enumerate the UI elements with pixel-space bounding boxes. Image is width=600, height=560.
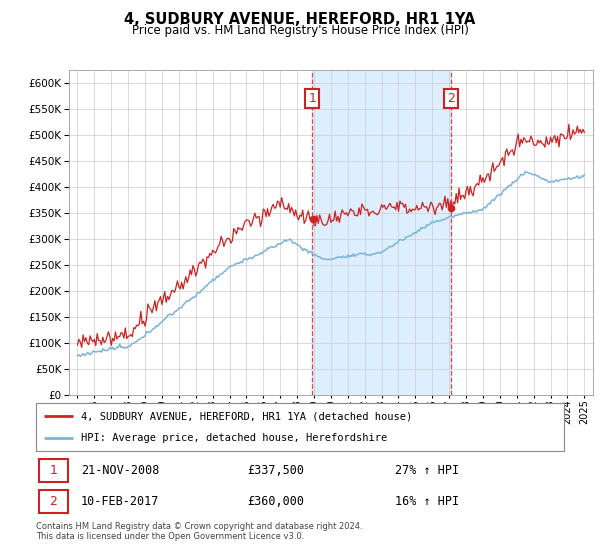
Text: £360,000: £360,000 xyxy=(247,495,304,508)
Text: HPI: Average price, detached house, Herefordshire: HPI: Average price, detached house, Here… xyxy=(81,433,387,443)
Text: 1: 1 xyxy=(49,464,57,477)
FancyBboxPatch shape xyxy=(36,403,564,451)
Text: Price paid vs. HM Land Registry's House Price Index (HPI): Price paid vs. HM Land Registry's House … xyxy=(131,24,469,37)
Text: 16% ↑ HPI: 16% ↑ HPI xyxy=(395,495,459,508)
Text: 21-NOV-2008: 21-NOV-2008 xyxy=(81,464,159,477)
Text: 4, SUDBURY AVENUE, HEREFORD, HR1 1YA: 4, SUDBURY AVENUE, HEREFORD, HR1 1YA xyxy=(124,12,476,27)
Text: 2: 2 xyxy=(447,92,455,105)
Text: £337,500: £337,500 xyxy=(247,464,304,477)
Text: 1: 1 xyxy=(308,92,316,105)
Text: 27% ↑ HPI: 27% ↑ HPI xyxy=(395,464,459,477)
Text: 10-FEB-2017: 10-FEB-2017 xyxy=(81,495,159,508)
FancyBboxPatch shape xyxy=(38,459,68,482)
Bar xyxy=(313,70,451,395)
Text: 2: 2 xyxy=(49,495,57,508)
FancyBboxPatch shape xyxy=(38,489,68,513)
Text: 4, SUDBURY AVENUE, HEREFORD, HR1 1YA (detached house): 4, SUDBURY AVENUE, HEREFORD, HR1 1YA (de… xyxy=(81,411,412,421)
Text: Contains HM Land Registry data © Crown copyright and database right 2024.
This d: Contains HM Land Registry data © Crown c… xyxy=(36,522,362,542)
